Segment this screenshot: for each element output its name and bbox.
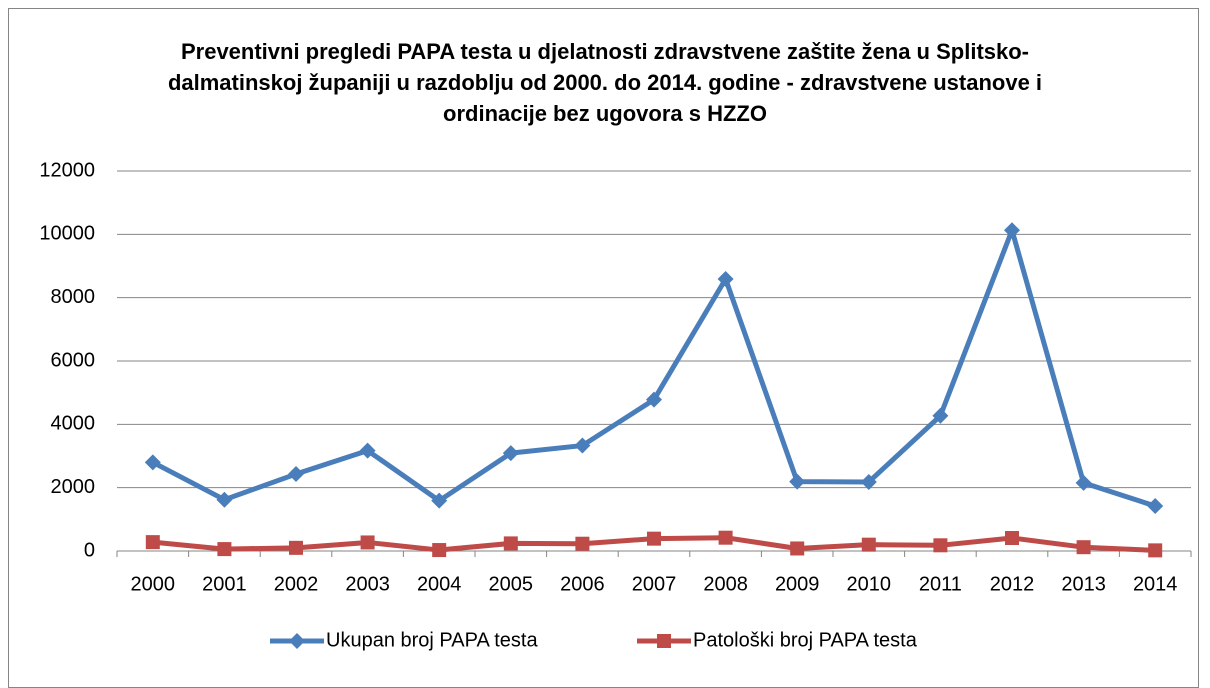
chart-title: Preventivni pregledi PAPA testa u djelat… bbox=[167, 39, 1043, 126]
x-tick-label: 2001 bbox=[202, 573, 247, 595]
y-tick-label: 0 bbox=[84, 539, 95, 561]
marker bbox=[432, 543, 447, 558]
marker bbox=[1076, 540, 1091, 555]
marker bbox=[790, 541, 805, 556]
marker bbox=[1075, 474, 1092, 491]
marker bbox=[502, 445, 519, 462]
marker bbox=[861, 537, 876, 552]
marker bbox=[289, 633, 305, 649]
marker bbox=[431, 492, 448, 509]
marker bbox=[860, 473, 877, 490]
y-tick-label: 6000 bbox=[51, 349, 96, 371]
marker bbox=[503, 536, 518, 551]
y-tick-label: 12000 bbox=[39, 159, 95, 181]
marker bbox=[288, 466, 304, 483]
marker bbox=[1148, 543, 1163, 558]
x-tick-label: 2014 bbox=[1133, 573, 1178, 595]
legend-label: Patološki broj PAPA testa bbox=[693, 629, 918, 651]
marker bbox=[717, 270, 734, 287]
marker bbox=[289, 540, 303, 555]
marker bbox=[1005, 531, 1019, 546]
legend-label: Ukupan broj PAPA testa bbox=[326, 629, 538, 651]
x-tick-label: 2006 bbox=[560, 573, 605, 595]
marker bbox=[217, 542, 232, 557]
marker bbox=[932, 407, 949, 424]
marker bbox=[574, 437, 591, 454]
x-tick-label: 2000 bbox=[131, 573, 176, 595]
x-tick-label: 2009 bbox=[775, 573, 820, 595]
marker bbox=[646, 391, 662, 408]
y-tick-label: 10000 bbox=[39, 223, 95, 245]
y-tick-label: 2000 bbox=[51, 476, 96, 498]
marker bbox=[657, 634, 671, 648]
marker bbox=[359, 442, 376, 459]
y-tick-label: 8000 bbox=[51, 286, 96, 308]
marker bbox=[789, 473, 806, 490]
x-tick-label: 2002 bbox=[274, 573, 319, 595]
x-tick-label: 2005 bbox=[489, 573, 534, 595]
x-tick-label: 2010 bbox=[847, 573, 892, 595]
marker bbox=[718, 530, 733, 545]
marker bbox=[1004, 222, 1020, 239]
y-tick-label: 4000 bbox=[51, 413, 96, 435]
marker bbox=[360, 535, 375, 550]
marker bbox=[575, 536, 590, 551]
x-tick-label: 2012 bbox=[990, 573, 1035, 595]
x-tick-label: 2008 bbox=[703, 573, 748, 595]
series-line bbox=[151, 227, 1156, 509]
x-tick-label: 2013 bbox=[1061, 573, 1106, 595]
marker bbox=[216, 491, 233, 508]
marker bbox=[647, 531, 661, 546]
x-tick-label: 2007 bbox=[632, 573, 677, 595]
x-tick-label: 2011 bbox=[919, 573, 962, 595]
marker bbox=[933, 538, 948, 553]
x-tick-label: 2004 bbox=[417, 573, 462, 595]
marker bbox=[1147, 498, 1164, 515]
marker bbox=[145, 535, 160, 550]
marker bbox=[144, 454, 161, 471]
x-tick-label: 2003 bbox=[345, 573, 390, 595]
